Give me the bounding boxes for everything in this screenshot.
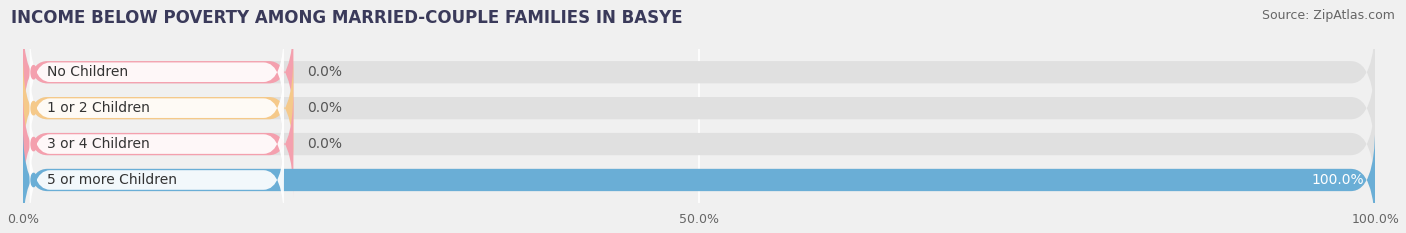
FancyBboxPatch shape	[22, 55, 1375, 162]
FancyBboxPatch shape	[22, 127, 1375, 233]
FancyBboxPatch shape	[30, 64, 284, 152]
Text: 0.0%: 0.0%	[307, 65, 342, 79]
Text: Source: ZipAtlas.com: Source: ZipAtlas.com	[1261, 9, 1395, 22]
FancyBboxPatch shape	[30, 100, 284, 188]
FancyBboxPatch shape	[22, 91, 294, 198]
FancyBboxPatch shape	[30, 136, 284, 224]
Text: No Children: No Children	[46, 65, 128, 79]
Text: 1 or 2 Children: 1 or 2 Children	[46, 101, 150, 115]
Text: 0.0%: 0.0%	[307, 101, 342, 115]
Circle shape	[31, 173, 37, 187]
Text: 5 or more Children: 5 or more Children	[46, 173, 177, 187]
Text: 3 or 4 Children: 3 or 4 Children	[46, 137, 149, 151]
FancyBboxPatch shape	[30, 28, 284, 116]
Text: INCOME BELOW POVERTY AMONG MARRIED-COUPLE FAMILIES IN BASYE: INCOME BELOW POVERTY AMONG MARRIED-COUPL…	[11, 9, 683, 27]
FancyBboxPatch shape	[22, 19, 294, 126]
Text: 100.0%: 100.0%	[1312, 173, 1364, 187]
Text: 0.0%: 0.0%	[307, 137, 342, 151]
FancyBboxPatch shape	[22, 127, 1375, 233]
FancyBboxPatch shape	[22, 55, 294, 162]
Circle shape	[31, 137, 37, 151]
FancyBboxPatch shape	[22, 19, 1375, 126]
Circle shape	[31, 101, 37, 115]
FancyBboxPatch shape	[22, 91, 1375, 198]
Circle shape	[31, 65, 37, 79]
